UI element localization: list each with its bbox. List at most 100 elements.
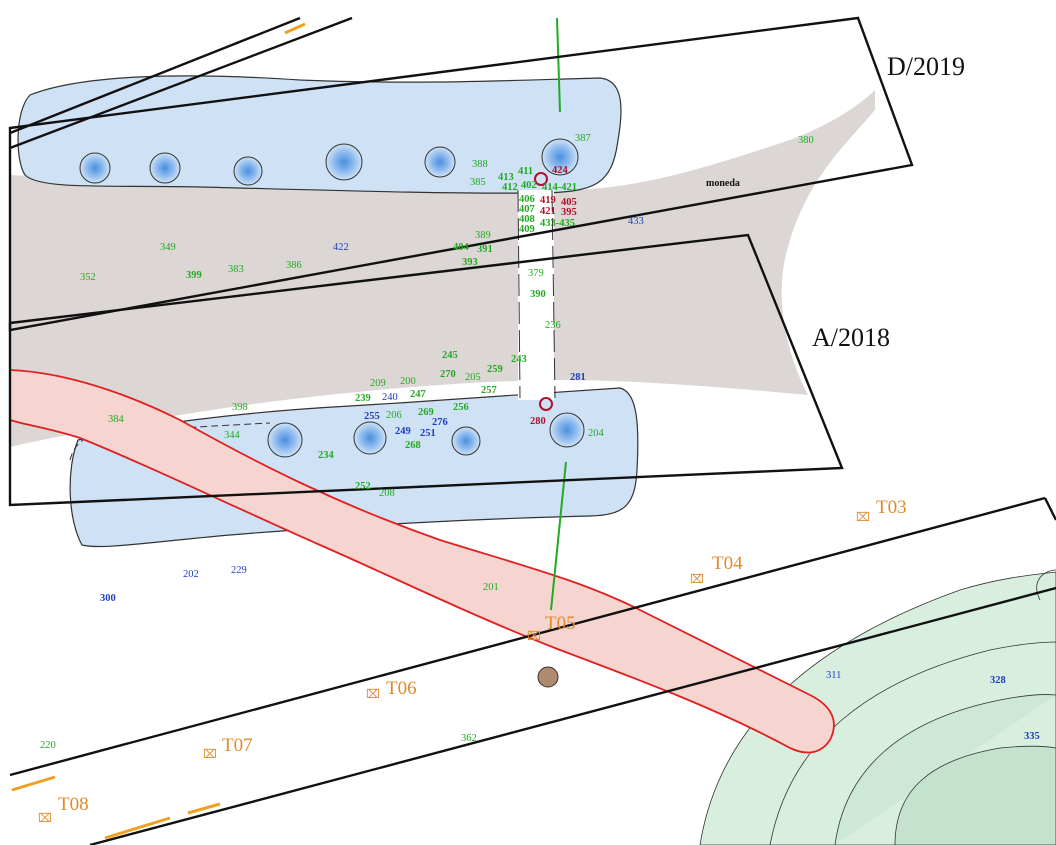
context-label: 419 [540,195,556,206]
mound-contour-4 [1036,569,1056,601]
marker-cross: ⌧ [38,811,52,825]
context-label: 255 [364,411,380,422]
context-labels: 380 387 388 385 413 411 412 402 424 414-… [40,133,1040,751]
strip-line-right [1043,497,1056,521]
moneda-label: moneda [706,178,740,189]
sample-circle-lower [539,397,553,411]
context-label: 379 [528,268,544,279]
context-label: 239 [355,393,371,404]
context-label: 252 [355,481,371,492]
context-label: 380 [798,135,814,146]
context-label: 387 [575,133,591,144]
context-label: 395 [561,207,577,218]
marker-t06: T06 [386,678,417,699]
context-label: 269 [418,407,434,418]
context-label: 393 [462,257,478,268]
context-label: 399 [186,270,202,281]
context-label: 414-421 [542,182,577,193]
context-label: 259 [487,364,503,375]
context-label: 409 [519,224,535,235]
section-line-upper [556,17,561,113]
trench-a2018-outline [8,233,844,507]
context-label: 202 [183,569,199,580]
trench-d2019-outline [8,16,914,332]
trench-title-d2019: D/2019 [887,52,965,81]
marker-t05: T05 [545,613,576,634]
context-label: 234 [318,450,335,461]
strip-dash-1 [11,775,56,792]
context-label: 349 [160,242,176,253]
sample-circle-upper [534,172,548,186]
mound-contour-3 [894,745,1056,845]
trench-markers: ⌧ T03 ⌧ T04 ⌧ T05 ⌧ T06 ⌧ T07 ⌧ T08 [38,497,907,825]
context-label: 352 [80,272,96,283]
context-label: 251 [420,428,436,439]
context-label: 204 [588,428,605,439]
context-label: 383 [228,264,244,275]
context-label: 402 [521,180,537,191]
context-label: 385 [470,177,486,188]
context-label: 390 [530,289,546,300]
lower-pool [69,387,639,548]
mound-contour-1 [769,641,1056,845]
context-label: 268 [405,440,421,451]
context-label: 300 [100,593,116,604]
context-label: 389 [475,230,491,241]
strip-line-lower [89,586,1056,845]
brown-point [537,666,559,688]
context-label: 421 [540,206,556,217]
context-label: 424 [552,165,569,176]
context-label: 384 [108,414,125,425]
context-label: 256 [453,402,469,413]
context-label: 280 [530,416,546,427]
context-label: 281 [570,372,586,383]
context-label: 311 [826,670,841,681]
context-label: 362 [461,733,477,744]
context-label: 208 [379,488,395,499]
context-label: 386 [286,260,302,271]
context-label: 276 [432,417,448,428]
lower-pits [267,412,585,458]
context-label: 240 [382,392,398,403]
context-label: 243 [511,354,527,365]
marker-t08: T08 [58,794,89,815]
context-label: 391 [477,244,493,255]
context-label: 411 [518,166,533,177]
context-label: 407 [519,204,535,215]
marker-cross: ⌧ [203,747,217,761]
context-label: 433 [628,216,644,227]
marker-t03: T03 [876,497,907,518]
context-label: 200 [400,376,416,387]
context-label: 398 [232,402,248,413]
context-label: 422 [333,242,349,253]
context-label: 388 [472,159,488,170]
context-label: 236 [545,320,561,331]
context-label: 406 [519,194,535,205]
context-label: 206 [386,410,402,421]
passage [518,190,554,400]
context-label: 328 [990,675,1006,686]
section-line-lower [550,461,567,611]
context-label: 201 [483,582,499,593]
context-label: 413 [498,172,514,183]
grey-band [10,90,875,447]
marker-t04: T04 [712,553,743,574]
road-dash-top [284,22,306,35]
context-label: 270 [440,369,456,380]
context-label: 245 [442,350,458,361]
marker-t07: T07 [222,735,253,756]
context-label: 412 [502,182,518,193]
dashed-boundary [69,422,271,461]
strip-line-upper [9,496,1046,777]
context-label: 433-435 [540,218,575,229]
red-channel [9,369,835,754]
trench-title-a2018: A/2018 [812,323,890,352]
road-line-2 [9,16,353,150]
marker-cross: ⌧ [856,510,870,524]
context-label: 404 [453,242,470,253]
marker-cross: ⌧ [527,629,541,643]
context-label: 247 [410,389,426,400]
passage-edge-left [517,189,521,399]
strip-dash-3 [187,802,221,815]
